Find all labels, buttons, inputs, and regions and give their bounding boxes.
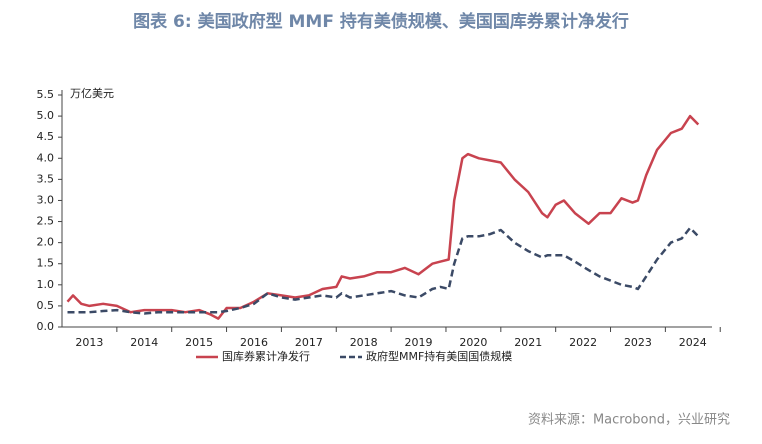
legend-label: 国库券累计净发行 xyxy=(222,349,310,363)
y-tick-label: 5.0 xyxy=(37,109,55,122)
y-tick-label: 4.0 xyxy=(37,151,55,164)
y-tick-label: 5.5 xyxy=(37,88,55,101)
x-tick-label: 2021 xyxy=(514,336,542,349)
x-tick-label: 2022 xyxy=(569,336,597,349)
x-tick-label: 2017 xyxy=(295,336,323,349)
line-series xyxy=(67,226,700,315)
y-tick-label: 3.5 xyxy=(37,172,55,185)
y-tick-label: 4.5 xyxy=(37,130,55,143)
x-tick-label: 2014 xyxy=(130,336,158,349)
y-tick-label: 2.5 xyxy=(37,215,55,228)
chart-title: 图表 6: 美国政府型 MMF 持有美债规模、美国国库券累计净发行 xyxy=(133,11,629,32)
x-tick-label: 2015 xyxy=(185,336,213,349)
legend-label: 政府型MMF持有美国国债规模 xyxy=(366,349,512,363)
y-tick-label: 1.5 xyxy=(37,257,55,270)
x-tick-label: 2023 xyxy=(624,336,652,349)
source: 资料来源：Macrobond，兴业研究 xyxy=(528,413,730,428)
y-tick-label: 1.0 xyxy=(37,278,55,291)
x-tick-label: 2018 xyxy=(350,336,378,349)
y-tick-label: 3.0 xyxy=(37,193,55,206)
y-unit: 万亿美元 xyxy=(70,87,114,100)
x-tick-label: 2024 xyxy=(679,336,707,349)
y-tick-label: 2.0 xyxy=(37,236,55,249)
x-tick-label: 2020 xyxy=(459,336,487,349)
x-tick-label: 2019 xyxy=(405,336,433,349)
y-tick-label: 0.0 xyxy=(37,320,55,333)
line-series xyxy=(66,114,700,320)
x-tick-label: 2013 xyxy=(75,336,103,349)
y-tick-label: 0.5 xyxy=(37,299,55,312)
x-tick-label: 2016 xyxy=(240,336,268,349)
